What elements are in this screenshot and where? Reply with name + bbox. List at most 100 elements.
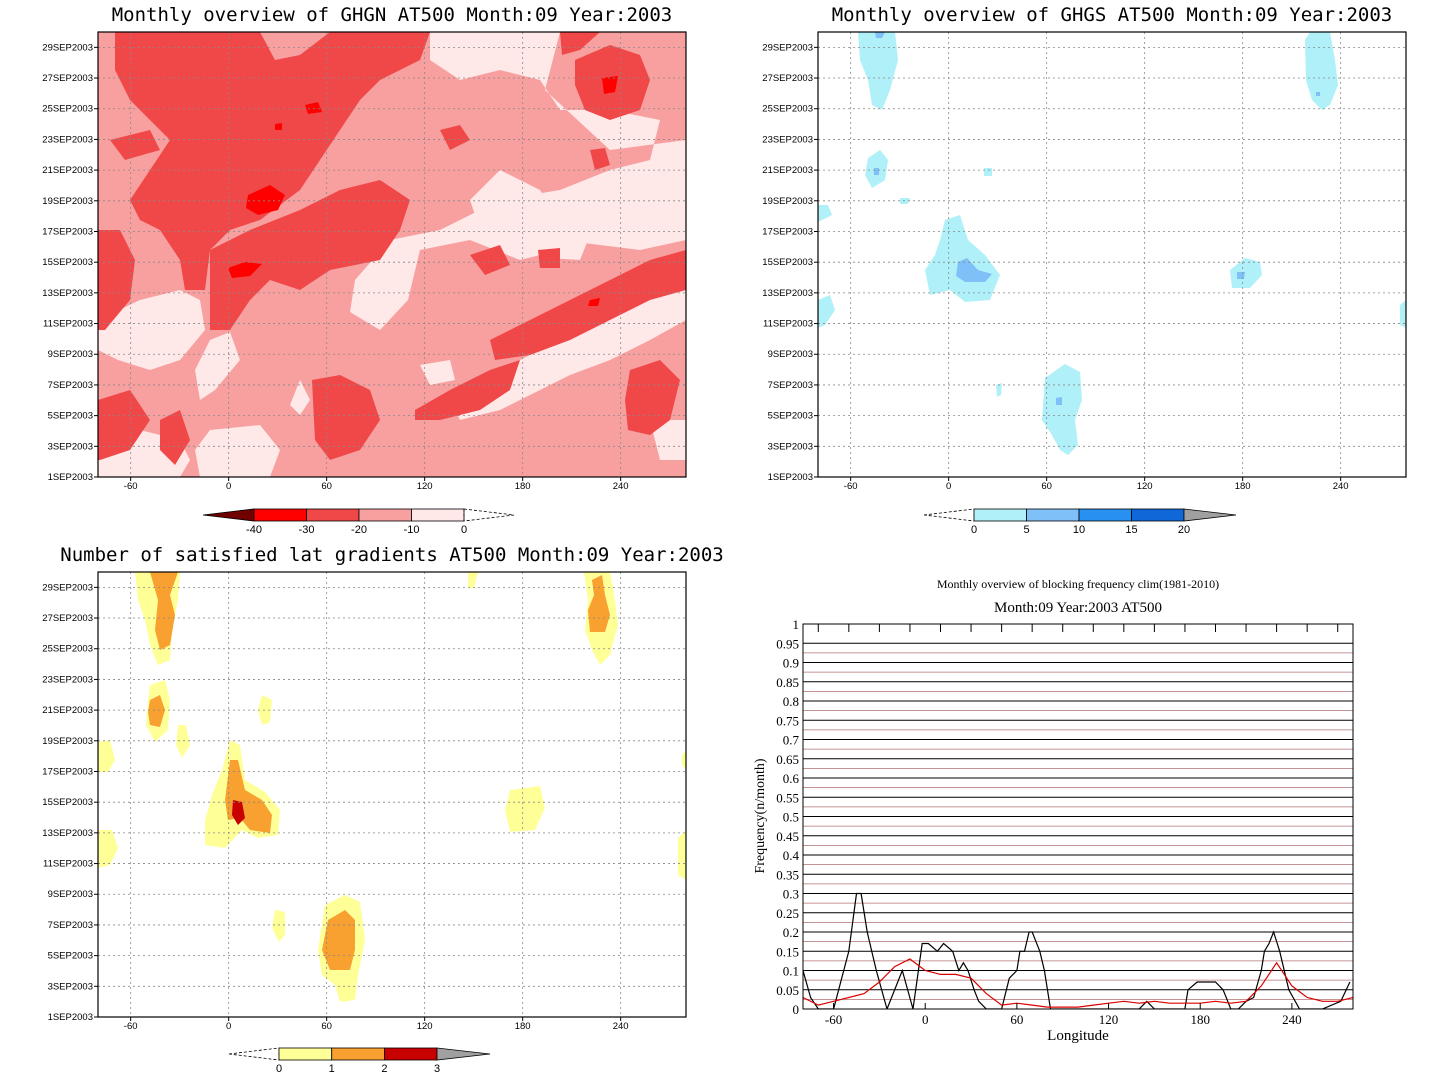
- ghgn-colorbar-label: 0: [461, 524, 467, 536]
- ghgn-colorbar-underflow: [202, 508, 255, 522]
- ghgn-ytick-label: 25SEP2003: [42, 104, 93, 115]
- ghgn-xtick-label: 120: [417, 481, 433, 492]
- ghgn-xtick-label: -60: [124, 481, 138, 492]
- ghgn-ytick-label: 11SEP2003: [43, 319, 93, 330]
- ghgs-frame: [817, 31, 1407, 478]
- lat-colorbar-swatch: [383, 1047, 438, 1061]
- freq-ytick-label: 0.1: [783, 964, 799, 979]
- ghgn-ytick-label: 1SEP2003: [48, 472, 93, 483]
- ghgs-colorbar-swatch: [1131, 508, 1185, 522]
- ghgs-colorbar-label: 10: [1073, 524, 1085, 536]
- ghgn-ytick-label: 5SEP2003: [48, 411, 93, 422]
- ghgs-colorbar-overflow: [1183, 508, 1237, 522]
- lat-ytick-label: 29SEP2003: [42, 582, 93, 593]
- freq-ytick-label: 0.2: [783, 925, 799, 940]
- ghgn-ytick-label: 17SEP2003: [42, 226, 93, 237]
- lat-xtick-label: -60: [124, 1021, 138, 1032]
- ghgs-xtick-label: -60: [844, 481, 858, 492]
- ghgn-colorbar-label: -30: [299, 524, 315, 536]
- lat-ytick-label: 11SEP2003: [43, 859, 93, 870]
- freq-xtick-label: 240: [1282, 1012, 1302, 1027]
- lat-colorbar: 0 1 2 3: [228, 1047, 491, 1075]
- lat-ytick-label: 3SEP2003: [48, 981, 93, 992]
- freq-ytick-label: 0.35: [776, 867, 799, 882]
- lat-colorbar-underflow: [228, 1047, 280, 1061]
- lat-axis-ticks: -60 0 60 120 180 240 1SEP2003 3SEP2003 5SEP2003 7…: [42, 582, 628, 1032]
- ghgn-colorbar-swatch: [306, 508, 360, 522]
- lat-ytick-label: 19SEP2003: [42, 736, 93, 747]
- freq-ytick-label: 0.85: [776, 675, 799, 690]
- ghgs-colorbar-label: 5: [1023, 524, 1029, 536]
- freq-ytick-label: 0.15: [776, 944, 799, 959]
- ghgn-xtick-label: 60: [321, 481, 332, 492]
- ghgn-colorbar: -40 -30 -20 -10 0: [202, 508, 515, 536]
- freq-ytick-label: 0.45: [776, 829, 799, 844]
- ghgs-colorbar-underflow: [923, 508, 975, 522]
- ghgn-ytick-label: 29SEP2003: [42, 42, 93, 53]
- freq-ytick-label: 0.9: [783, 656, 799, 671]
- freq-panel: Monthly overview of blocking frequency c…: [753, 577, 1354, 1044]
- ghgn-ytick-label: 3SEP2003: [48, 441, 93, 452]
- ghgn-ytick-label: 15SEP2003: [42, 257, 93, 268]
- ghgn-colorbar-label: -10: [404, 524, 420, 536]
- freq-ytick-label: 0.75: [776, 713, 799, 728]
- ghgs-colorbar-swatch: [973, 508, 1027, 522]
- ghgs-ytick-label: 9SEP2003: [768, 349, 813, 360]
- ghgs-axis-ticks: -60 0 60 120 180 240 1SEP2003 3SEP2003 5SEP2003 7…: [762, 42, 1348, 492]
- ghgs-ytick-label: 1SEP2003: [768, 472, 813, 483]
- ghgn-frame: [97, 31, 687, 478]
- ghgs-ytick-label: 23SEP2003: [762, 134, 813, 145]
- ghgn-xtick-label: 240: [613, 481, 629, 492]
- freq-ytick-label: 0.8: [783, 694, 799, 709]
- ghgs-ytick-label: 15SEP2003: [762, 257, 813, 268]
- lat-colorbar-label: 3: [434, 1063, 440, 1075]
- freq-series-layer: [803, 892, 1353, 1009]
- lat-ytick-label: 1SEP2003: [48, 1012, 93, 1023]
- ghgn-ytick-label: 19SEP2003: [42, 196, 93, 207]
- ghgn-colorbar-swatch: [358, 508, 412, 522]
- ghgn-xtick-label: 180: [515, 481, 531, 492]
- ghgs-colorbar-swatch: [1078, 508, 1132, 522]
- ghgn-gridlines: [98, 32, 686, 477]
- freq-xtick-label: -60: [825, 1012, 842, 1027]
- ghgn-contour-field: [98, 32, 686, 477]
- lat-ytick-label: 7SEP2003: [48, 920, 93, 931]
- ghgs-ytick-label: 25SEP2003: [762, 104, 813, 115]
- lat-xtick-label: 60: [321, 1021, 332, 1032]
- ghgs-panel: Monthly overview of GHGS AT500 Month:09 …: [762, 4, 1407, 536]
- lat-ytick-label: 15SEP2003: [42, 797, 93, 808]
- lat-xtick-label: 180: [515, 1021, 531, 1032]
- ghgs-xtick-label: 120: [1137, 481, 1153, 492]
- freq-series-black-line: [803, 892, 1351, 1009]
- lat-ytick-label: 23SEP2003: [42, 674, 93, 685]
- lat-colorbar-label: 2: [381, 1063, 387, 1075]
- lat-colorbar-label: 0: [276, 1063, 282, 1075]
- lat-colorbar-swatch: [331, 1047, 385, 1061]
- ghgs-colorbar-swatch: [1026, 508, 1080, 522]
- lat-xtick-label: 240: [613, 1021, 629, 1032]
- ghgs-ytick-label: 21SEP2003: [762, 165, 813, 176]
- freq-subtitle: Month:09 Year:2003 AT500: [994, 600, 1162, 616]
- lat-title: Number of satisfied lat gradients AT500 …: [60, 544, 723, 566]
- freq-ytick-label: 0.05: [776, 983, 799, 998]
- ghgs-ytick-label: 7SEP2003: [768, 380, 813, 391]
- lat-ytick-label: 5SEP2003: [48, 951, 93, 962]
- ghgs-gridlines: [818, 32, 1406, 477]
- ghgs-ytick-label: 11SEP2003: [763, 319, 813, 330]
- ghgs-colorbar-label: 15: [1125, 524, 1137, 536]
- freq-title: Monthly overview of blocking frequency c…: [937, 577, 1219, 591]
- ghgn-title: Monthly overview of GHGN AT500 Month:09 …: [112, 4, 673, 26]
- freq-xtick-label: 0: [922, 1012, 929, 1027]
- freq-ytick-label: 0: [793, 1002, 800, 1017]
- freq-xtick-label: 120: [1099, 1012, 1119, 1027]
- ghgn-colorbar-swatch: [411, 508, 465, 522]
- lat-panel: Number of satisfied lat gradients AT500 …: [42, 544, 723, 1075]
- ghgn-ytick-label: 23SEP2003: [42, 134, 93, 145]
- ghgs-contour-field: [818, 32, 1406, 477]
- ghgs-ytick-label: 29SEP2003: [762, 42, 813, 53]
- ghgs-ytick-label: 13SEP2003: [762, 288, 813, 299]
- lat-colorbar-label: 1: [329, 1063, 335, 1075]
- ghgn-panel: Monthly overview of GHGN AT500 Month:09 …: [42, 4, 687, 536]
- ghgs-xtick-label: 60: [1041, 481, 1052, 492]
- ghgs-ytick-label: 27SEP2003: [762, 73, 813, 84]
